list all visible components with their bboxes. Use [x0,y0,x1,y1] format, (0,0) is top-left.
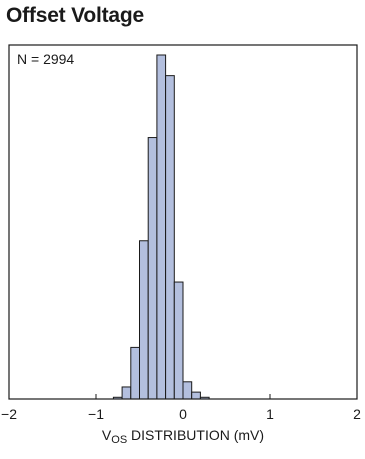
x-tick-label: 2 [353,406,361,422]
x-tick-label: 0 [179,406,187,422]
histogram-bar [121,386,132,400]
histogram-bar [173,281,184,400]
chart-title: Offset Voltage [6,4,144,27]
bars-group [112,54,210,400]
histogram-bar [139,240,149,400]
histogram-bar [156,54,167,400]
histogram-bar [147,137,158,400]
x-tick-label: 1 [266,406,274,422]
x-axis-label-subscript: OS [111,434,127,446]
x-axis-label-symbol: V [102,427,112,443]
x-tick-label: −1 [88,406,104,422]
histogram-bar [191,391,201,400]
histogram-bar [165,75,175,400]
sample-count-label: N = 2994 [17,51,74,67]
histogram-bar [182,381,193,400]
x-axis-label-text: DISTRIBUTION (mV) [127,427,264,443]
x-axis-label: VOS DISTRIBUTION (mV) [102,427,264,446]
histogram-bar [130,346,141,400]
x-axis-ticks: −2 −1 0 1 2 [1,394,361,422]
x-tick-label: −2 [1,406,17,422]
